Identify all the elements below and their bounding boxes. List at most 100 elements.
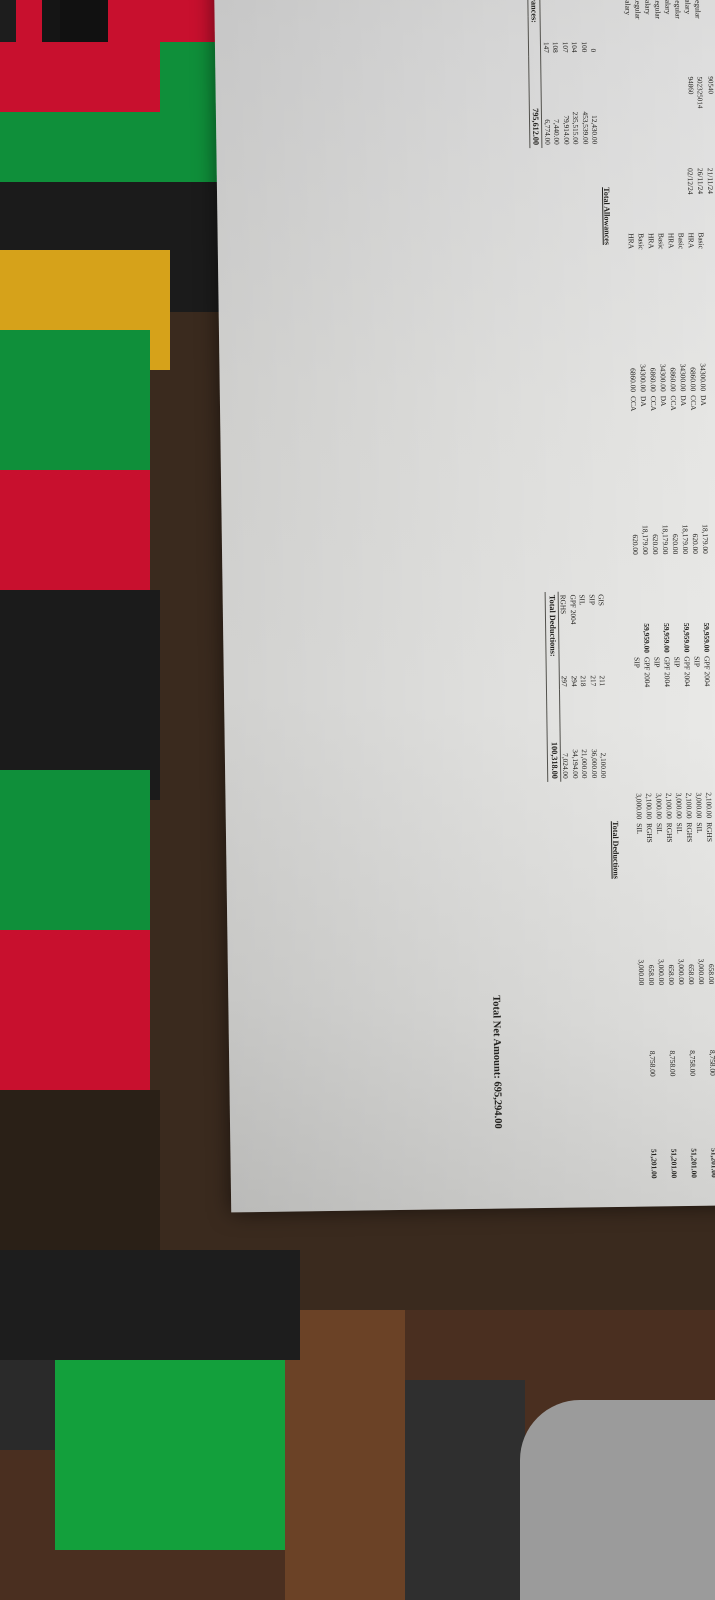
summary-value: 453,539.00 (580, 111, 591, 145)
earning-amount-cell: 34300.00 6860.00 (648, 363, 669, 392)
blanket-band (0, 770, 150, 950)
summary-value: 36,000.00 (589, 749, 599, 779)
gross-amount-cell: 59,959.00 (682, 622, 692, 653)
blanket-band (0, 470, 150, 600)
summary-value: 34,194.00 (570, 749, 581, 779)
summary-section: Total Allowances OverTime 0 12,430.00 Basic… (526, 0, 625, 1182)
blanket-band (0, 42, 160, 112)
blanket-band (285, 1310, 405, 1600)
allowance-row-total: Total Allowances:795,612.00 (526, 0, 543, 149)
net-amount-cell: 51,201.00 (649, 1148, 660, 1179)
summary-value: 2,100.00 (599, 752, 609, 779)
bill-number-cell (644, 75, 665, 167)
allowance-row: Bonus 147 6,774.00 (540, 0, 553, 148)
blanket-band (405, 1380, 525, 1600)
salary-rows-body: September2024RegularSalary50178116064755… (621, 0, 715, 1181)
net-amount-cell: 51,201.00 (709, 1148, 715, 1178)
earning-amount-cell: 18,179.00 620.00 (651, 524, 671, 555)
bill-date-cell: 16/11/2421/11/24 (705, 167, 715, 194)
earning-code-cell: DA CCA (649, 395, 669, 412)
deduction-total-cell: 8,758.00 (688, 1050, 698, 1077)
earning-code-cell: DA (706, 230, 715, 295)
summary-code: 104 (570, 41, 580, 53)
bill-date-cell: 26/11/24 02/12/24 (685, 167, 706, 195)
blanket-band (0, 930, 150, 1110)
summary-name: Bonus (540, 0, 551, 16)
deduction-amount-cell: 658.00 3,000.00 (696, 958, 715, 985)
summary-name: Basic (578, 0, 588, 15)
summary-code: 297 (560, 675, 570, 687)
summary-name: OverTime (588, 0, 598, 15)
summary-value: 79,914.00 (561, 115, 572, 145)
deduction-amount-cell: 2,100.00 3,000.00 (634, 793, 655, 820)
bill-number-cell: 50232871290540 (705, 76, 715, 95)
pay-type-cell: Regular Salary (663, 0, 683, 19)
blanket-band (520, 1400, 715, 1600)
pay-type-cell: DA (702, 0, 715, 74)
gross-amount-cell: 59,959.00 (662, 623, 672, 653)
earning-code-cell: Basic HRA (666, 232, 686, 250)
deduction-amount-cell: 658.00 3,000.00 (636, 959, 657, 986)
pay-type-cell: Regular Salary (643, 0, 663, 20)
earning-code-cell: DA CCA (669, 395, 689, 411)
summary-code: 100 (579, 41, 589, 53)
deductions-block: Total Deductions GIS 211 2,100.00 SIP 217 36,… (535, 547, 625, 1182)
deduction-code-cell: RGHS SIL (694, 822, 715, 842)
summary-total-label: Total Allowances: (526, 0, 541, 57)
deduction-amount-cell: 658.00 3,000.00 (656, 959, 677, 986)
deduction-code-cell: RGHS SIL (655, 822, 675, 843)
summary-value: 235,515.00 (571, 111, 581, 145)
earning-code-cell (708, 393, 715, 458)
salary-rows-table: September2024RegularSalary50178116064755… (621, 0, 715, 1181)
earning-amount-cell: 4116.00 (707, 294, 715, 393)
summary-value: 7,024.00 (561, 753, 571, 779)
summary-total-label: Total Deductions: (545, 591, 560, 690)
allowances-heading: Total Allowances (602, 187, 613, 245)
deduction-code-cell: GPF 2004 SIP (652, 656, 673, 687)
deduction-code-cell: RGHS SIL (675, 822, 695, 843)
earning-code-cell: DA CCA (629, 395, 649, 412)
summary-total-value: 795,612.00 (528, 55, 543, 149)
bill-number-cell (664, 75, 685, 167)
summary-name: DA (569, 0, 579, 16)
allowances-body: OverTime 0 12,430.00 Basic 100 453,539.00 DA 10… (526, 0, 600, 149)
summary-name: SIL (577, 594, 588, 606)
summary-name: SIP (587, 594, 597, 605)
deduction-row-total: Total Deductions: 100,318.00 (545, 591, 561, 782)
summary-value: 6,774.00 (542, 119, 553, 145)
earning-amount-cell: 34300.00 6860.00 (688, 363, 708, 392)
bill-date-cell (665, 166, 686, 231)
deduction-code-cell: GPF 2004 SIP (632, 656, 653, 688)
summary-value: 7,440.00 (552, 119, 562, 145)
blanket-band (0, 330, 150, 490)
bill-number-cell (624, 75, 645, 167)
earning-code-cell: DA CCA (689, 395, 709, 411)
total-net-amount: Total Net Amount: 695,294.00 (489, 995, 503, 1129)
summary-code: 217 (588, 675, 598, 687)
deduction-amount-cell: 658.00 3,000.00 (676, 958, 697, 985)
deduction-amount-cell: 2,100.00 3,000.00 (654, 792, 674, 819)
summary-name: RGHS (558, 594, 569, 615)
allowances-table: OverTime 0 12,430.00 Basic 100 453,539.00 DA 10… (526, 0, 600, 149)
summary-value: 12,430.00 (590, 114, 600, 145)
allowances-block: Total Allowances OverTime 0 12,430.00 Basic… (526, 0, 616, 548)
earning-amount-cell: 18,179.00 620.00 (670, 524, 691, 555)
document-body: Government Of Rajasthan GA55 A Page No. … (213, 0, 715, 1212)
summary-name: GIS (596, 594, 607, 607)
earning-amount-cell: 18,179.00 620.00 (690, 524, 711, 555)
summary-name: CCA (550, 0, 560, 16)
summary-code: 108 (551, 41, 561, 53)
salary-statement-paper: Government Of Rajasthan GA55 A Page No. … (212, 0, 715, 1213)
deduction-amount-cell: 2,100.00 3,000.00 (694, 792, 714, 819)
gross-amount-cell: 59,959.00 (702, 622, 712, 653)
earning-amount-cell: 34300.00 6860.00 (668, 363, 688, 392)
earning-code-cell: Basic HRA (646, 232, 667, 250)
deduction-code-cell: RGHS SIL (635, 822, 655, 843)
earning-amount-cell: 18,179.00 620.00 (631, 525, 651, 555)
deduction-code-cell: GPF 2004 SIP (672, 656, 693, 687)
bill-number-cell: 502325014 94860 (685, 76, 705, 109)
summary-code: 107 (560, 41, 570, 53)
pay-type-cell: Regular Salary (623, 0, 643, 20)
summary-value: 21,000.00 (580, 749, 590, 779)
